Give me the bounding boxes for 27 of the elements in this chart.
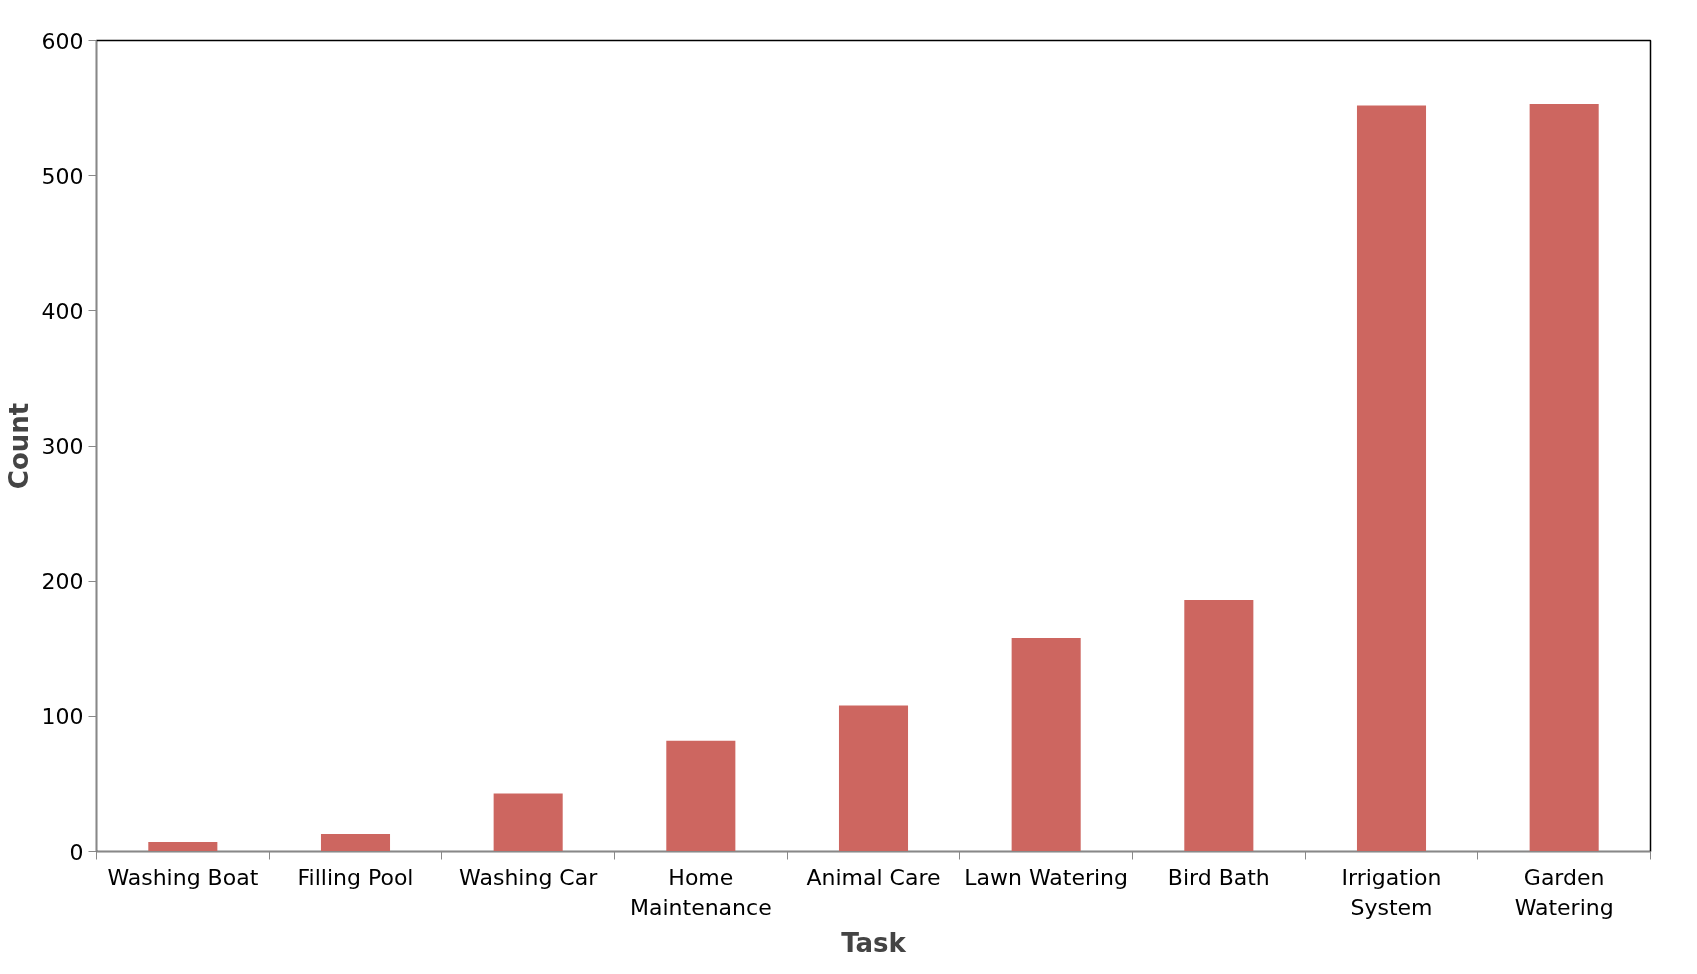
bar	[320, 833, 391, 852]
x-axis-title: Task	[841, 927, 907, 958]
y-tick-label: 500	[41, 163, 84, 189]
bar	[148, 842, 218, 852]
bar	[838, 705, 909, 852]
y-tick-label: 100	[41, 704, 84, 730]
y-tick-label: 200	[41, 569, 84, 595]
x-tick-label: Irrigation System	[1341, 864, 1442, 920]
x-tick-label: Garden Watering	[1514, 864, 1614, 920]
y-tick-label: 0	[69, 839, 84, 865]
y-tick-label: 300	[41, 434, 84, 459]
bar	[1011, 637, 1081, 852]
bar	[493, 793, 563, 852]
x-tick-label: Filling Pool	[297, 864, 414, 890]
y-tick-label: 400	[41, 298, 84, 324]
x-tick-label: Washing Boat	[107, 864, 259, 890]
x-tick-label: Animal Care	[806, 864, 941, 890]
y-axis-title: Count	[3, 402, 34, 490]
x-tick-label: Lawn Watering	[964, 864, 1129, 890]
x-tick-label: Washing Car	[459, 864, 599, 890]
bar	[666, 740, 736, 852]
x-tick-label: Home Maintenance	[629, 864, 772, 920]
bar	[1184, 600, 1254, 852]
y-tick-label: 600	[41, 28, 84, 54]
bar	[1529, 104, 1599, 852]
bar	[1356, 105, 1427, 852]
x-tick-label: Bird Bath	[1167, 864, 1270, 890]
